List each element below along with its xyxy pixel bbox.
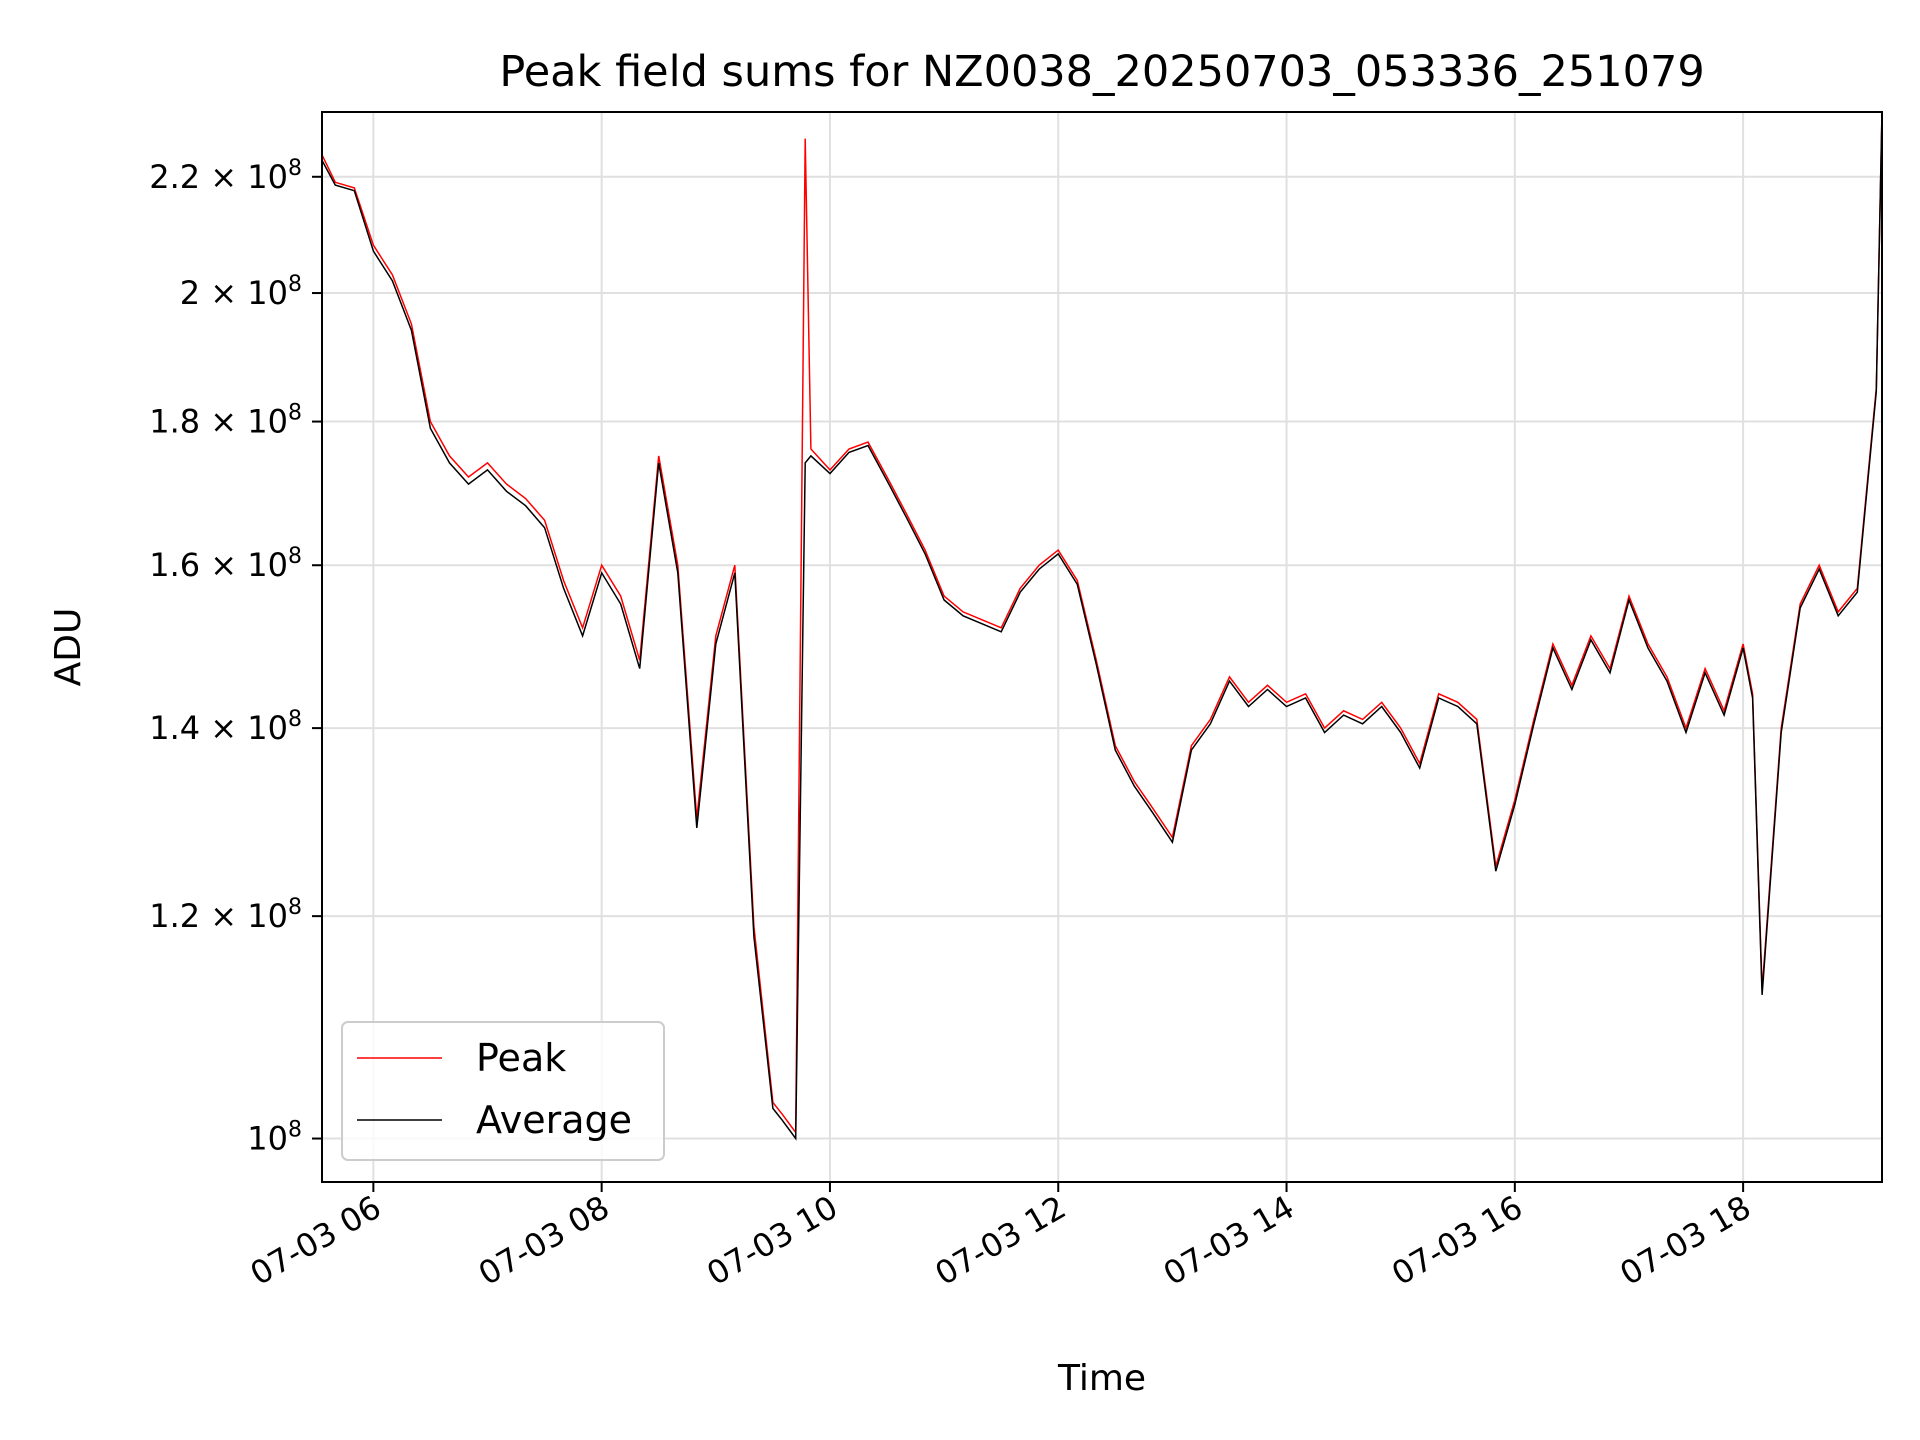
axes-frame <box>321 111 1883 1183</box>
y-tick-label: 1.8 × 108 <box>149 401 302 441</box>
y-tick-label: 2 × 108 <box>180 272 302 312</box>
plot-area <box>322 112 1882 1141</box>
y-tick-label: 1.4 × 108 <box>149 707 302 747</box>
legend-peak-label: Peak <box>476 1036 566 1080</box>
x-axis-title: Time <box>1057 1358 1146 1399</box>
y-axis-title: ADU <box>48 608 89 687</box>
series-line-peak <box>322 112 1882 1135</box>
chart-title: Peak field sums for NZ0038_20250703_0533… <box>499 47 1704 97</box>
y-tick-label: 2.2 × 108 <box>149 156 302 196</box>
y-tick-label: 1.6 × 108 <box>149 544 302 584</box>
y-tick-label: 1.2 × 108 <box>149 895 302 935</box>
legend-box <box>341 1021 665 1161</box>
series-line-average <box>322 112 1882 1141</box>
legend: Peak Average <box>341 1021 665 1161</box>
legend-average-label: Average <box>476 1098 632 1142</box>
